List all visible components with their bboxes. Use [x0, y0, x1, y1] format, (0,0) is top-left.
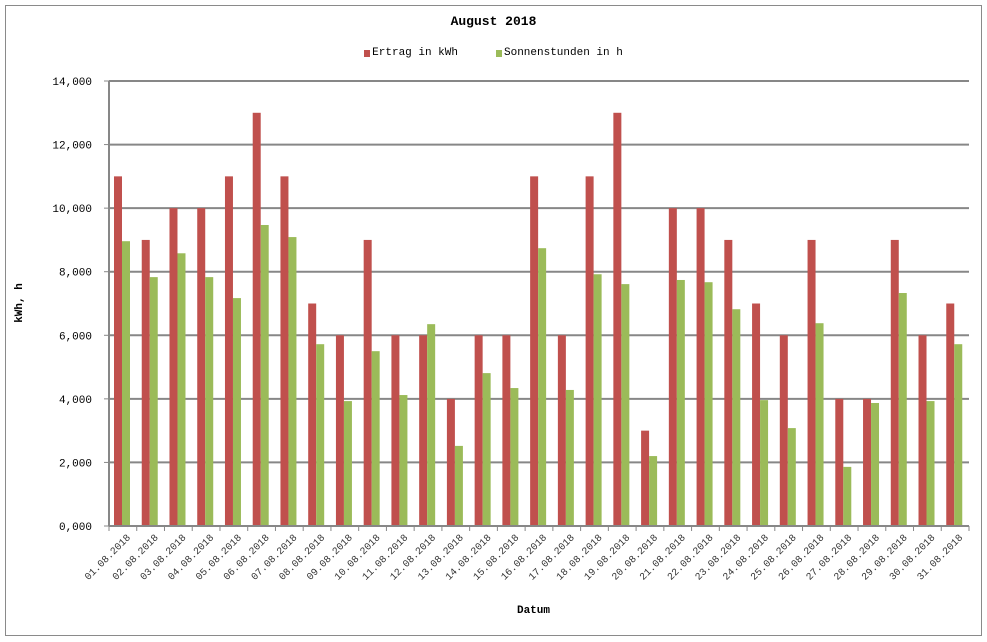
bar-sonnenstunden — [621, 284, 630, 526]
bar-sonnenstunden — [954, 344, 963, 526]
bar-sonnenstunden — [760, 400, 769, 526]
legend-swatch-sonnenstunden — [496, 49, 502, 57]
bar-ertrag — [585, 176, 594, 526]
bar-sonnenstunden — [898, 293, 907, 526]
bar-sonnenstunden — [122, 241, 130, 526]
y-tick-label: 14,000 — [52, 77, 92, 89]
bar-ertrag — [391, 335, 400, 526]
bar-ertrag — [224, 176, 233, 526]
bar-ertrag — [335, 335, 344, 526]
bar-sonnenstunden — [593, 274, 602, 526]
bar-ertrag — [446, 398, 455, 526]
bar-ertrag — [197, 208, 206, 526]
bar-sonnenstunden — [288, 237, 297, 526]
chart-legend: Ertrag in kWh Sonnenstunden in h — [0, 47, 987, 59]
bar-sonnenstunden — [232, 298, 241, 526]
bar-ertrag — [169, 208, 178, 526]
chart-frame — [5, 5, 982, 636]
bar-sonnenstunden — [177, 253, 186, 526]
y-tick-label: 8,000 — [59, 268, 92, 280]
y-tick-label: 2,000 — [59, 458, 92, 470]
y-tick-label: 6,000 — [59, 331, 92, 343]
bar-sonnenstunden — [926, 401, 935, 526]
legend-label-ertrag: Ertrag in kWh — [372, 47, 458, 59]
bar-sonnenstunden — [787, 428, 796, 526]
bar-ertrag — [641, 430, 650, 526]
bar-ertrag — [474, 335, 483, 526]
bar-sonnenstunden — [260, 224, 269, 526]
bar-ertrag — [252, 112, 261, 527]
bar-ertrag — [835, 398, 844, 526]
bar-ertrag — [502, 335, 511, 526]
bar-sonnenstunden — [482, 373, 491, 526]
bar-ertrag — [863, 398, 872, 526]
legend-swatch-ertrag — [364, 49, 371, 57]
bar-ertrag — [557, 335, 566, 526]
bar-ertrag — [752, 303, 761, 526]
legend-item-ertrag: Ertrag in kWh — [364, 47, 458, 59]
bar-ertrag — [141, 239, 150, 526]
bar-ertrag — [918, 335, 927, 526]
y-tick-label: 0,000 — [59, 522, 92, 534]
bar-ertrag — [807, 239, 816, 526]
bar-sonnenstunden — [815, 323, 824, 526]
bar-sonnenstunden — [649, 456, 658, 526]
y-tick-label: 4,000 — [59, 395, 92, 407]
bar-sonnenstunden — [510, 388, 519, 526]
bar-sonnenstunden — [704, 282, 713, 526]
bar-ertrag — [724, 239, 733, 526]
x-axis-title: Datum — [516, 605, 550, 617]
bar-ertrag — [779, 335, 788, 526]
bar-ertrag — [890, 239, 899, 526]
bar-sonnenstunden — [399, 395, 408, 526]
bar-sonnenstunden — [205, 277, 214, 526]
bar-sonnenstunden — [427, 324, 436, 526]
bar-sonnenstunden — [149, 277, 158, 526]
y-tick-label: 12,000 — [52, 141, 92, 153]
legend-label-sonnenstunden: Sonnenstunden in h — [504, 47, 623, 59]
bar-ertrag — [114, 176, 122, 526]
bar-ertrag — [280, 176, 289, 526]
bar-ertrag — [308, 303, 317, 526]
chart-title: August 2018 — [450, 14, 537, 29]
bar-sonnenstunden — [343, 401, 352, 526]
bar-ertrag — [419, 335, 428, 526]
bar-sonnenstunden — [676, 279, 685, 526]
bar-ertrag — [696, 208, 705, 526]
legend-item-sonnenstunden: Sonnenstunden in h — [496, 47, 623, 59]
bar-sonnenstunden — [732, 309, 741, 526]
bar-sonnenstunden — [316, 344, 325, 526]
bar-ertrag — [668, 208, 677, 526]
bar-ertrag — [613, 112, 622, 527]
bar-sonnenstunden — [565, 389, 574, 526]
bar-ertrag — [530, 176, 539, 526]
bar-ertrag — [363, 239, 372, 526]
bar-ertrag — [946, 303, 955, 526]
bar-sonnenstunden — [538, 248, 547, 526]
bar-sonnenstunden — [454, 445, 463, 526]
bar-sonnenstunden — [843, 466, 852, 526]
y-tick-label: 10,000 — [52, 204, 92, 216]
bar-sonnenstunden — [871, 402, 880, 526]
bar-sonnenstunden — [371, 351, 380, 526]
